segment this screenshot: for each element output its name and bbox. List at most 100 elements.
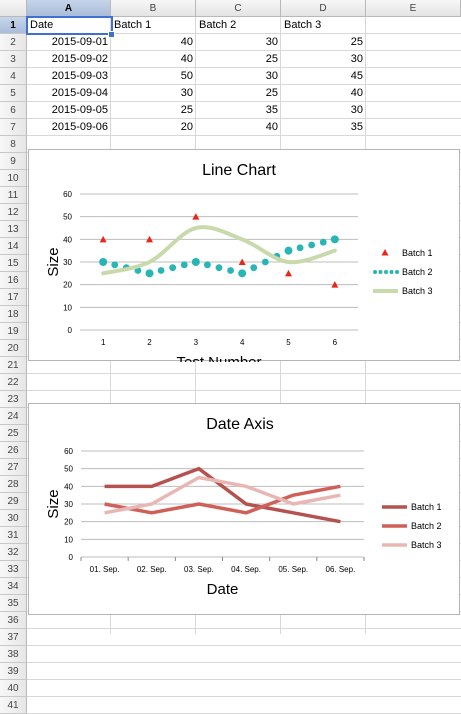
cell-D5[interactable]: 40: [350, 87, 363, 99]
row-header-31[interactable]: 31: [0, 527, 27, 544]
row-header-8[interactable]: 8: [0, 136, 27, 153]
y-tick-label: 40: [63, 235, 72, 244]
x-tick-label: 2: [147, 338, 152, 347]
cell-A4[interactable]: 2015-09-03: [51, 70, 108, 82]
data-point-dot: [238, 269, 247, 278]
column-header-e[interactable]: E: [366, 0, 461, 17]
data-point-dot: [180, 261, 188, 269]
row-header-2[interactable]: 2: [0, 34, 27, 51]
x-tick-label: 4: [240, 338, 245, 347]
column-header-c[interactable]: C: [196, 0, 281, 17]
legend-label: Batch 2: [411, 521, 442, 531]
x-tick-label: 1: [101, 338, 106, 347]
row-header-36[interactable]: 36: [0, 612, 27, 629]
row-header-7[interactable]: 7: [0, 119, 27, 136]
data-point-dot: [284, 246, 293, 255]
row-header-1[interactable]: 1: [0, 17, 27, 34]
row-header-9[interactable]: 9: [0, 153, 27, 170]
cell-B6[interactable]: 25: [180, 104, 193, 116]
row-header-18[interactable]: 18: [0, 306, 27, 323]
cell-A2[interactable]: 2015-09-01: [51, 36, 108, 48]
cell-D6[interactable]: 30: [350, 104, 363, 116]
data-point-dot: [157, 267, 165, 274]
row-header-16[interactable]: 16: [0, 272, 27, 289]
row-header-21[interactable]: 21: [0, 357, 27, 374]
cell-A3[interactable]: 2015-09-02: [51, 53, 108, 65]
cell-D1[interactable]: Batch 3: [284, 19, 322, 31]
y-tick-label: 30: [63, 258, 72, 267]
cell-B1[interactable]: Batch 1: [114, 19, 152, 31]
row-header-6[interactable]: 6: [0, 102, 27, 119]
cell-B2[interactable]: 40: [180, 36, 193, 48]
row-header-26[interactable]: 26: [0, 442, 27, 459]
column-header-b[interactable]: B: [111, 0, 196, 17]
row-header-40[interactable]: 40: [0, 680, 27, 697]
row-header-19[interactable]: 19: [0, 323, 27, 340]
select-all-corner[interactable]: [0, 0, 27, 17]
row-header-5[interactable]: 5: [0, 85, 27, 102]
row-header-12[interactable]: 12: [0, 204, 27, 221]
row-header-34[interactable]: 34: [0, 578, 27, 595]
cell-C7[interactable]: 40: [265, 121, 278, 133]
row-header-24[interactable]: 24: [0, 408, 27, 425]
row-header-4[interactable]: 4: [0, 68, 27, 85]
row-header-22[interactable]: 22: [0, 374, 27, 391]
cell-D7[interactable]: 35: [350, 121, 363, 133]
legend-label: Batch 1: [402, 248, 433, 258]
row-header-28[interactable]: 28: [0, 476, 27, 493]
cell-A6[interactable]: 2015-09-05: [51, 104, 108, 116]
cell-C1[interactable]: Batch 2: [199, 19, 237, 31]
row-header-27[interactable]: 27: [0, 459, 27, 476]
cell-C3[interactable]: 25: [265, 53, 278, 65]
cell-C2[interactable]: 30: [265, 36, 278, 48]
cell-B5[interactable]: 30: [180, 87, 193, 99]
row-header-32[interactable]: 32: [0, 544, 27, 561]
row-header-20[interactable]: 20: [0, 340, 27, 357]
row-header-39[interactable]: 39: [0, 663, 27, 680]
row-header-3[interactable]: 3: [0, 51, 27, 68]
cell-C5[interactable]: 25: [265, 87, 278, 99]
series-line: [104, 466, 341, 524]
line-chart-panel[interactable]: Line Chart 0 10 20 30 40 50 60 1 2 3 4 5 6 Test Number…: [28, 149, 460, 371]
row-header-35[interactable]: 35: [0, 595, 27, 612]
cell-B4[interactable]: 50: [180, 70, 193, 82]
y-tick-label: 50: [63, 213, 72, 222]
row-header-14[interactable]: 14: [0, 238, 27, 255]
row-header-11[interactable]: 11: [0, 187, 27, 204]
row-header-33[interactable]: 33: [0, 561, 27, 578]
cell-A5[interactable]: 2015-09-04: [51, 87, 108, 99]
cell-D4[interactable]: 45: [350, 70, 363, 82]
x-tick-label: 6: [333, 338, 338, 347]
cell-B3[interactable]: 40: [180, 53, 193, 65]
row-header-30[interactable]: 30: [0, 510, 27, 527]
cell-A1[interactable]: Date: [30, 19, 54, 31]
row-header-13[interactable]: 13: [0, 221, 27, 238]
cell-A7[interactable]: 2015-09-06: [51, 121, 108, 133]
row-header-37[interactable]: 37: [0, 629, 27, 646]
row-header-23[interactable]: 23: [0, 391, 27, 408]
column-header-d[interactable]: D: [281, 0, 366, 17]
data-point-dot: [145, 269, 154, 278]
cell-D2[interactable]: 25: [350, 36, 363, 48]
row-header-38[interactable]: 38: [0, 646, 27, 663]
row-gridline: [27, 84, 461, 85]
row-gridline: [27, 696, 461, 697]
row-header-25[interactable]: 25: [0, 425, 27, 442]
row-header-10[interactable]: 10: [0, 170, 27, 187]
cell-D3[interactable]: 30: [350, 53, 363, 65]
column-header-a[interactable]: A: [27, 0, 111, 17]
cell-B7[interactable]: 20: [180, 121, 193, 133]
row-header-15[interactable]: 15: [0, 255, 27, 272]
cell-C4[interactable]: 30: [265, 70, 278, 82]
y-tick-label: 60: [64, 447, 73, 456]
cell-C6[interactable]: 35: [265, 104, 278, 116]
fill-handle[interactable]: [108, 31, 115, 38]
row-header-41[interactable]: 41: [0, 697, 27, 714]
row-header-29[interactable]: 29: [0, 493, 27, 510]
date-axis-chart-panel[interactable]: Date Axis 0 10 20 30 40 50 60 01. Sep. 02. Sep. 03…: [28, 403, 460, 615]
row-header-17[interactable]: 17: [0, 289, 27, 306]
data-point-dot: [204, 261, 211, 269]
legend-marker: [381, 249, 389, 256]
data-point-dot: [215, 264, 223, 272]
y-tick-label: 60: [63, 190, 72, 199]
